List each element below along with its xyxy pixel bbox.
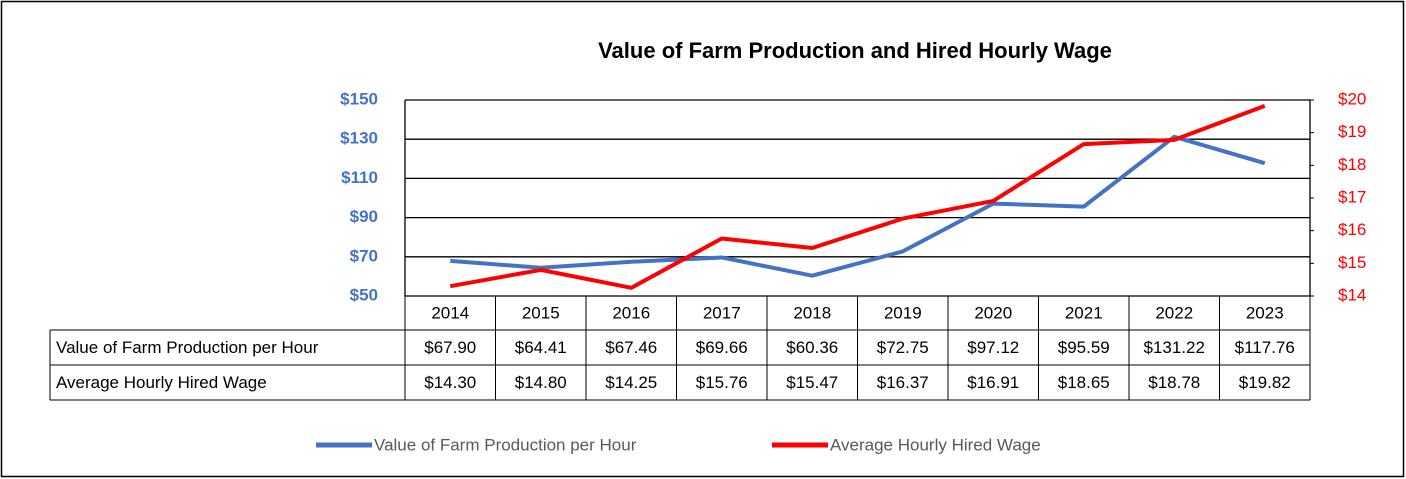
table-row-header: Average Hourly Hired Wage [56, 373, 267, 392]
y2-tick-label: $19 [1338, 122, 1366, 141]
table-cell: $60.36 [786, 338, 838, 357]
x-tick-label: 2020 [974, 303, 1012, 322]
x-tick-label: 2021 [1065, 303, 1103, 322]
table-cell: $15.47 [786, 373, 838, 392]
y2-tick-label: $16 [1338, 220, 1366, 239]
series-line [450, 134, 1266, 278]
x-tick-label: 2018 [793, 303, 831, 322]
table-cell: $15.76 [696, 373, 748, 392]
x-tick-label: 2017 [703, 303, 741, 322]
table-row-header: Value of Farm Production per Hour [56, 338, 319, 357]
table-cell: $64.41 [515, 338, 567, 357]
table-cell: $69.66 [696, 338, 748, 357]
x-tick-label: 2015 [522, 303, 560, 322]
y2-tick-label: $17 [1338, 187, 1366, 206]
x-tick-label: 2014 [431, 303, 469, 322]
chart-title: Value of Farm Production and Hired Hourl… [598, 38, 1112, 63]
y-tick-label: $130 [340, 129, 378, 148]
table-cell: $18.65 [1058, 373, 1110, 392]
table-cell: $14.30 [424, 373, 476, 392]
legend-label: Value of Farm Production per Hour [374, 435, 637, 454]
x-tick-label: 2022 [1155, 303, 1193, 322]
table-cell: $95.59 [1058, 338, 1110, 357]
series-line [449, 104, 1266, 290]
y-tick-label: $70 [350, 246, 378, 265]
y2-tick-label: $15 [1338, 253, 1366, 272]
table-cell: $67.46 [605, 338, 657, 357]
table-cell: $72.75 [877, 338, 929, 357]
y2-tick-label: $18 [1338, 155, 1366, 174]
table-cell: $18.78 [1148, 373, 1200, 392]
legend-label: Average Hourly Hired Wage [830, 435, 1041, 454]
y-tick-label: $90 [350, 207, 378, 226]
table-cell: $14.25 [605, 373, 657, 392]
table-cell: $67.90 [424, 338, 476, 357]
table-cell: $97.12 [967, 338, 1019, 357]
table-cell: $131.22 [1144, 338, 1205, 357]
table-cell: $117.76 [1235, 338, 1295, 357]
table-cell: $14.80 [515, 373, 567, 392]
table-cell: $16.37 [877, 373, 929, 392]
x-tick-label: 2016 [612, 303, 650, 322]
table-cell: $19.82 [1239, 373, 1291, 392]
y2-tick-label: $14 [1338, 285, 1366, 304]
table-cell: $16.91 [967, 373, 1019, 392]
y2-tick-label: $20 [1338, 89, 1366, 108]
y-tick-label: $150 [340, 89, 378, 108]
y-tick-label: $110 [341, 168, 378, 187]
x-tick-label: 2019 [884, 303, 922, 322]
x-tick-label: 2023 [1246, 303, 1284, 322]
y-tick-label: $50 [350, 285, 378, 304]
